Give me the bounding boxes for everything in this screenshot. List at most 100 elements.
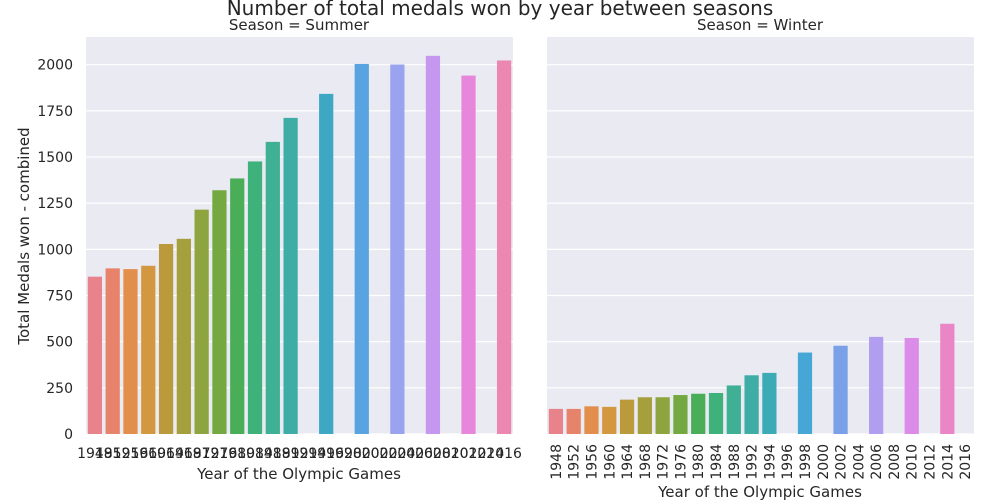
x-tick-label: 1992 <box>273 446 309 462</box>
summer-y-axis-label: Total Medals won - combined <box>15 127 33 345</box>
winter-x-axis-label: Year of the Olympic Games <box>657 483 862 500</box>
winter-panel-title: Season = Winter <box>697 16 824 34</box>
winter-bar-1972 <box>655 397 670 434</box>
summer-bar-1952 <box>105 268 120 434</box>
x-tick-label: 1964 <box>620 444 636 480</box>
x-tick-label: 2002 <box>834 444 850 480</box>
x-tick-label: 2006 <box>869 444 885 480</box>
x-tick-label: 1988 <box>727 444 743 480</box>
x-tick-label: 1984 <box>709 444 725 480</box>
winter-bar-1952 <box>566 408 581 434</box>
winter-bar-1998 <box>797 352 813 434</box>
x-tick-label: 1972 <box>184 446 220 462</box>
y-tick-label: 750 <box>46 289 73 305</box>
x-tick-label: 1994 <box>762 444 778 480</box>
winter-bar-1988 <box>726 385 741 434</box>
winter-bar-1984 <box>708 393 724 434</box>
winter-bar-1956 <box>584 406 599 434</box>
summer-bar-2012 <box>461 75 476 434</box>
y-tick-label: 1250 <box>37 196 73 212</box>
y-tick-label: 500 <box>46 335 73 351</box>
x-tick-label: 1948 <box>549 444 565 480</box>
summer-plot-area <box>86 37 513 434</box>
x-tick-label: 1968 <box>638 444 654 480</box>
x-tick-label: 1980 <box>219 446 255 462</box>
summer-bar-2016 <box>496 60 512 435</box>
summer-bar-1956 <box>123 269 138 434</box>
x-tick-label: 1998 <box>798 444 814 480</box>
winter-bar-1960 <box>602 406 617 434</box>
summer-panel-title: Season = Summer <box>229 16 370 34</box>
winter-bar-2010 <box>904 337 919 434</box>
x-tick-label: 1956 <box>113 446 149 462</box>
summer-gridlines <box>86 64 513 435</box>
summer-bar-1968 <box>176 238 191 434</box>
summer-bar-1960 <box>141 265 156 434</box>
summer-bar-1976 <box>212 190 227 434</box>
winter-x-tick-labels: 1948 1952 1956 1960 1964 1968 1972 1976 1980 1984… <box>549 444 974 480</box>
summer-bar-1980 <box>230 178 245 434</box>
x-tick-label: 1952 <box>567 444 583 480</box>
x-tick-label: 1972 <box>656 444 672 480</box>
y-tick-label: 0 <box>64 427 73 443</box>
summer-bar-1948 <box>87 276 103 434</box>
x-tick-label: 1994 <box>291 446 327 462</box>
x-tick-label: 1968 <box>166 446 202 462</box>
x-tick-label: 2016 <box>486 446 522 462</box>
winter-bar-1980 <box>691 393 706 434</box>
x-tick-label: 2008 <box>415 446 451 462</box>
x-tick-label: 2008 <box>887 444 903 480</box>
summer-x-axis-label: Year of the Olympic Games <box>196 465 401 483</box>
winter-bar-1948 <box>548 408 564 434</box>
x-tick-label: 1948 <box>77 446 113 462</box>
x-tick-label: 2000 <box>816 444 832 480</box>
x-tick-label: 2006 <box>397 446 433 462</box>
winter-bar-1976 <box>673 395 688 434</box>
winter-bar-1992 <box>744 375 759 434</box>
summer-bar-1996 <box>319 93 334 434</box>
winter-bars <box>548 323 955 434</box>
x-tick-label: 2014 <box>468 446 504 462</box>
x-tick-label: 1960 <box>602 444 618 480</box>
x-tick-label: 2010 <box>905 444 921 480</box>
summer-bar-1988 <box>265 141 280 434</box>
winter-plot-area <box>547 37 974 434</box>
y-tick-label: 250 <box>46 381 73 397</box>
winter-bar-1964 <box>619 399 635 434</box>
y-tick-label: 1500 <box>37 150 73 166</box>
x-tick-label: 2002 <box>362 446 398 462</box>
summer-bar-1984 <box>247 161 263 434</box>
summer-bar-2004 <box>390 64 405 434</box>
y-tick-label: 2000 <box>37 58 73 74</box>
winter-bar-2014 <box>940 323 955 434</box>
x-tick-label: 2012 <box>451 446 487 462</box>
summer-y-tick-labels: 0 250 500 750 1000 1250 1500 1750 2000 <box>37 58 73 443</box>
x-tick-label: 2000 <box>344 446 380 462</box>
winter-bar-1968 <box>637 397 652 434</box>
summer-bar-2008 <box>425 55 441 435</box>
y-tick-label: 1750 <box>37 104 73 120</box>
summer-x-tick-labels: 1948195219561960196419681972197619801984… <box>77 446 522 462</box>
figure-title: Number of total medals won by year betwe… <box>227 0 774 20</box>
winter-bar-2006 <box>869 336 884 434</box>
x-tick-label: 2010 <box>433 446 469 462</box>
winter-bar-2002 <box>833 345 848 434</box>
x-tick-label: 1964 <box>148 446 184 462</box>
x-tick-label: 1976 <box>202 446 238 462</box>
summer-bar-2000 <box>354 63 369 434</box>
summer-bar-1992 <box>283 117 298 435</box>
x-tick-label: 1996 <box>780 444 796 480</box>
summer-bars <box>87 55 512 435</box>
winter-panel: 1948 1952 1956 1960 1964 1968 1972 1976 1980 1984… <box>547 16 974 500</box>
x-tick-label: 2004 <box>851 444 867 480</box>
x-tick-label: 2014 <box>940 444 956 480</box>
x-tick-label: 1988 <box>255 446 291 462</box>
winter-bar-1994 <box>762 372 777 434</box>
x-tick-label: 2012 <box>923 444 939 480</box>
x-tick-label: 1996 <box>308 446 344 462</box>
x-tick-label: 1984 <box>237 446 273 462</box>
x-tick-label: 1992 <box>745 444 761 480</box>
x-tick-label: 2016 <box>958 444 974 480</box>
